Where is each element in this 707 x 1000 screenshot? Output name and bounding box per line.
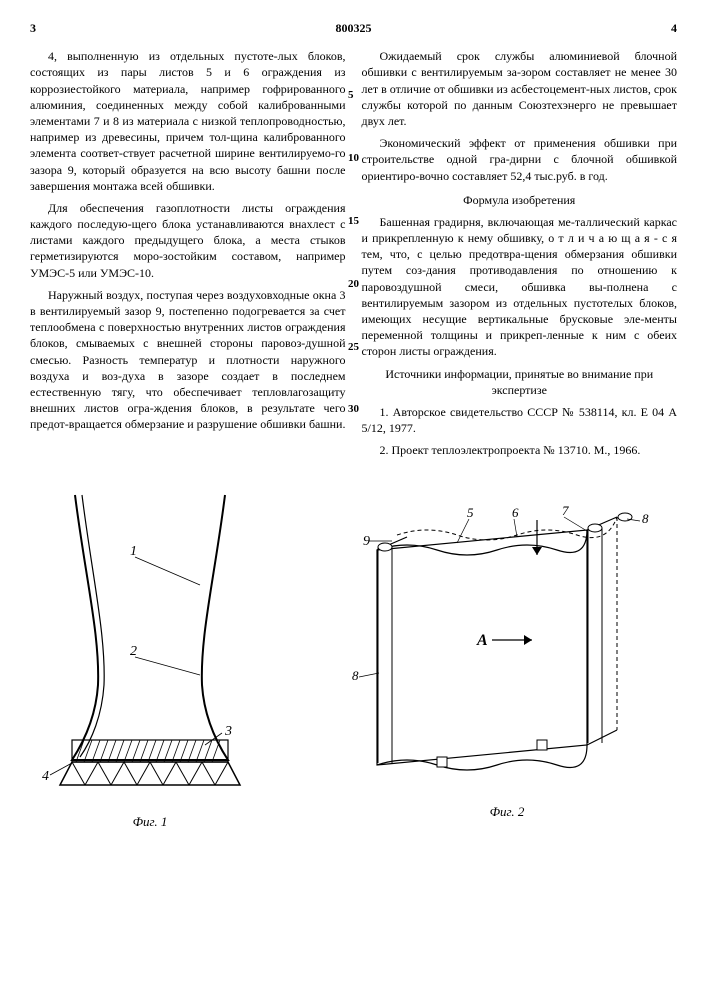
left-column: 4, выполненную из отдельных пустоте-лых … bbox=[30, 48, 346, 464]
fig2-label-8a: 8 bbox=[642, 511, 649, 526]
left-p1: 4, выполненную из отдельных пустоте-лых … bbox=[30, 48, 346, 194]
fig2-label-9: 9 bbox=[363, 534, 370, 549]
source-2: 2. Проект теплоэлектропроекта № 13710. М… bbox=[362, 442, 678, 458]
fig2-label-7: 7 bbox=[562, 505, 569, 518]
formula-title: Формула изобретения bbox=[362, 192, 678, 208]
left-p2: Для обеспечения газоплотности листы огра… bbox=[30, 200, 346, 281]
doc-number: 800325 bbox=[336, 20, 372, 36]
fig1-label-1: 1 bbox=[130, 544, 137, 559]
right-p3: Башенная градирня, включающая ме-талличе… bbox=[362, 214, 678, 360]
fig1-svg: 1 2 3 4 bbox=[30, 485, 270, 805]
figure-2: 9 A 5 6 7 8 8 Фиг. 2 bbox=[337, 505, 677, 821]
fig1-label-4: 4 bbox=[42, 769, 49, 784]
fig2-label-8b: 8 bbox=[352, 668, 359, 683]
right-p1: Ожидаемый срок службы алюминиевой блочно… bbox=[362, 48, 678, 129]
fig2-svg: 9 A 5 6 7 8 8 bbox=[337, 505, 677, 795]
figures-area: 1 2 3 4 Фиг. 1 bbox=[30, 485, 677, 845]
fig1-caption: Фиг. 1 bbox=[30, 813, 270, 831]
figure-1: 1 2 3 4 Фиг. 1 bbox=[30, 485, 270, 831]
fig2-label-6: 6 bbox=[512, 505, 519, 520]
right-column: Ожидаемый срок службы алюминиевой блочно… bbox=[362, 48, 678, 464]
line-numbers: 5 10 15 20 25 30 bbox=[348, 48, 359, 417]
left-p3: Наружный воздух, поступая через воздухов… bbox=[30, 287, 346, 433]
text-columns: 5 10 15 20 25 30 4, выполненную из отдел… bbox=[30, 48, 677, 464]
source-1: 1. Авторское свидетельство СССР № 538114… bbox=[362, 404, 678, 436]
page-right: 4 bbox=[671, 20, 677, 36]
page-header: 3 800325 4 bbox=[30, 20, 677, 36]
fig2-caption: Фиг. 2 bbox=[337, 803, 677, 821]
sources-title: Источники информации, принятые во вниман… bbox=[362, 366, 678, 398]
fig1-label-2: 2 bbox=[130, 644, 137, 659]
fig2-label-A: A bbox=[476, 632, 488, 649]
fig2-label-5: 5 bbox=[467, 505, 474, 520]
fig1-label-3: 3 bbox=[224, 724, 232, 739]
right-p2: Экономический эффект от применения обшив… bbox=[362, 135, 678, 184]
page-left: 3 bbox=[30, 20, 36, 36]
